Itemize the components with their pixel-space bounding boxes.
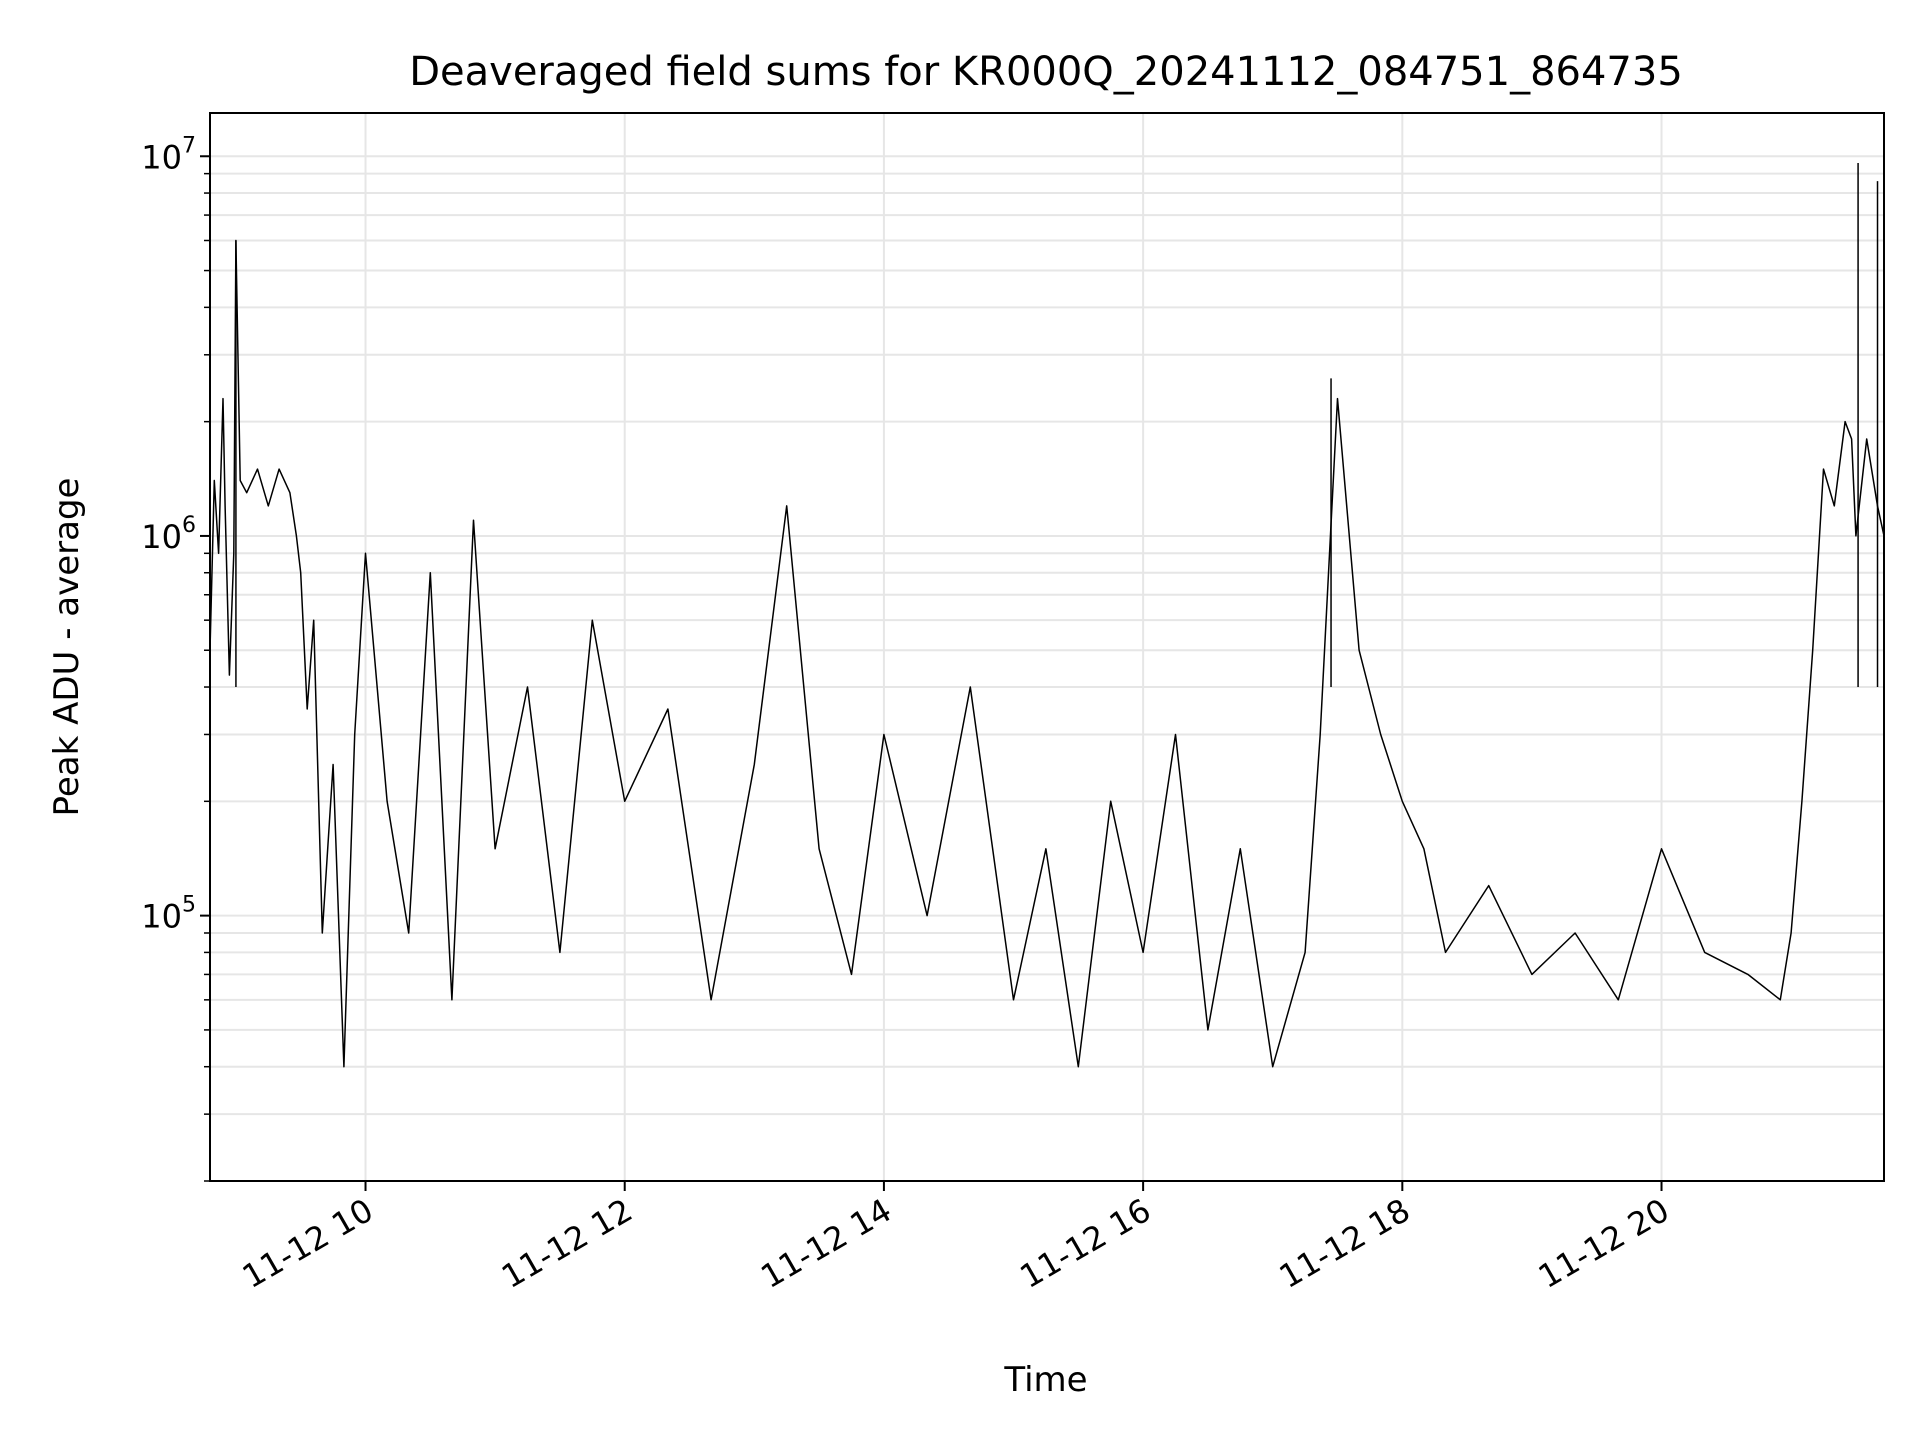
series-line (209, 239, 1885, 1068)
grid (210, 113, 1884, 1182)
y-tick-label: 105 (141, 893, 196, 936)
plot-frame (209, 112, 1885, 1182)
y-tick-label: 106 (141, 513, 196, 556)
y-tick-label: 107 (141, 133, 196, 176)
y-axis: 105 106 107 (141, 133, 210, 1182)
series-layer (209, 162, 1885, 1068)
chart-title: Deaveraged field sums for KR000Q_2024111… (409, 49, 1683, 95)
y-axis-label: Peak ADU - average (47, 478, 87, 817)
x-axis-label: Time (1003, 1360, 1087, 1400)
